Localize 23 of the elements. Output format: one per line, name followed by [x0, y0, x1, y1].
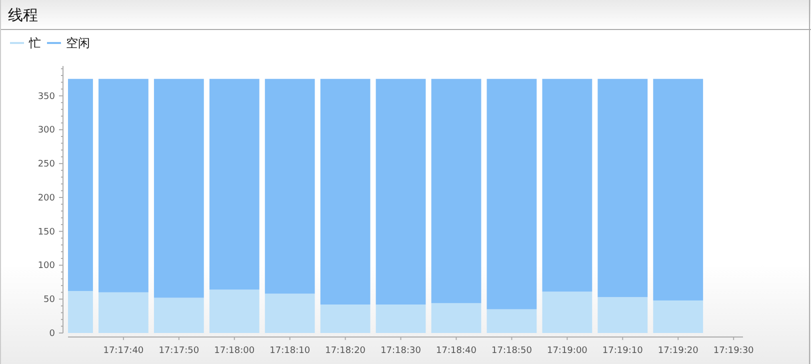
legend-label: 忙 [28, 36, 41, 50]
x-tick-label: 17:18:20 [325, 346, 366, 356]
x-tick-label: 17:19:10 [602, 346, 644, 356]
x-tick-label: 17:18:40 [436, 346, 477, 356]
y-tick-label: 350 [38, 92, 56, 102]
x-tick-label: 17:18:10 [270, 346, 310, 356]
x-tick-label: 17:19:30 [713, 346, 754, 356]
y-tick-label: 200 [38, 193, 56, 204]
y-tick-label: 300 [38, 126, 56, 136]
y-tick-label: 150 [38, 227, 56, 238]
x-tick-label: 17:17:50 [158, 346, 200, 356]
y-tick-label: 50 [44, 295, 56, 306]
legend-label: 空闲 [66, 36, 90, 50]
y-tick-label: 100 [38, 261, 56, 272]
x-tick-label: 17:18:50 [492, 346, 532, 356]
chart-title: 线程 [8, 6, 38, 24]
x-tick-label: 17:18:00 [214, 346, 255, 356]
y-tick-label: 250 [38, 160, 56, 170]
x-tick-label: 17:17:40 [103, 346, 144, 356]
x-tick-label: 17:19:00 [546, 346, 588, 356]
y-tick-label: 0 [49, 329, 56, 339]
x-tick-label: 17:19:20 [658, 346, 699, 356]
x-tick-label: 17:18:30 [380, 346, 422, 356]
